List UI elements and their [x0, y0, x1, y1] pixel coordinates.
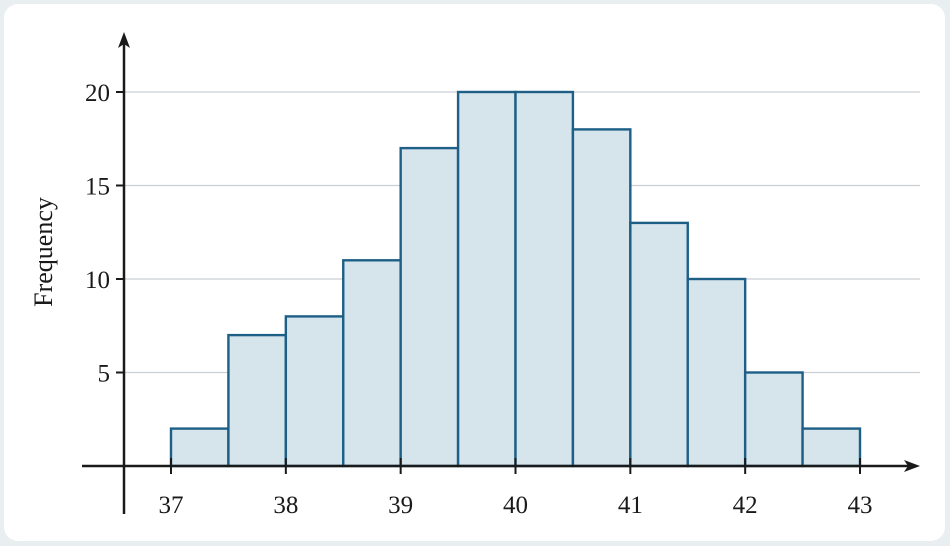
- histogram-bar: [743, 371, 804, 468]
- y-ticks: 5 10 15 20: [85, 80, 124, 388]
- x-tick-label: 42: [733, 492, 758, 519]
- y-tick-label: 20: [85, 80, 110, 107]
- histogram-bar: [571, 128, 632, 468]
- chart-frame: 5 10 15 20 37 38 39 40 41 42 43 Frequency: [4, 4, 945, 541]
- histogram-bar: [456, 90, 517, 468]
- y-tick-label: 5: [98, 361, 111, 388]
- bars: [169, 90, 862, 468]
- axes: [82, 32, 920, 514]
- histogram-chart: 5 10 15 20 37 38 39 40 41 42 43 Frequency: [29, 32, 920, 519]
- x-tick-label: 39: [388, 492, 413, 519]
- y-tick-label: 15: [85, 174, 110, 201]
- histogram-bar: [801, 427, 862, 468]
- y-tick-label: 10: [85, 267, 110, 294]
- histogram-bar: [169, 427, 230, 468]
- histogram-bar: [514, 90, 575, 468]
- x-tick-label: 38: [273, 492, 298, 519]
- histogram-bar: [629, 221, 689, 468]
- x-tick-label: 41: [618, 492, 643, 519]
- x-ticks: 37 38 39 40 41 42 43: [159, 458, 873, 519]
- histogram-bar: [686, 277, 747, 468]
- x-tick-label: 43: [848, 492, 873, 519]
- histogram-bar: [227, 333, 288, 468]
- x-axis-arrowhead: [904, 460, 920, 472]
- y-axis-label: Frequency: [29, 197, 58, 307]
- histogram-bar: [284, 315, 345, 468]
- x-tick-label: 40: [503, 492, 528, 519]
- y-axis-arrowhead: [118, 32, 130, 48]
- histogram-bar: [342, 259, 402, 468]
- histogram-bar: [399, 146, 460, 468]
- x-tick-label: 37: [159, 492, 184, 519]
